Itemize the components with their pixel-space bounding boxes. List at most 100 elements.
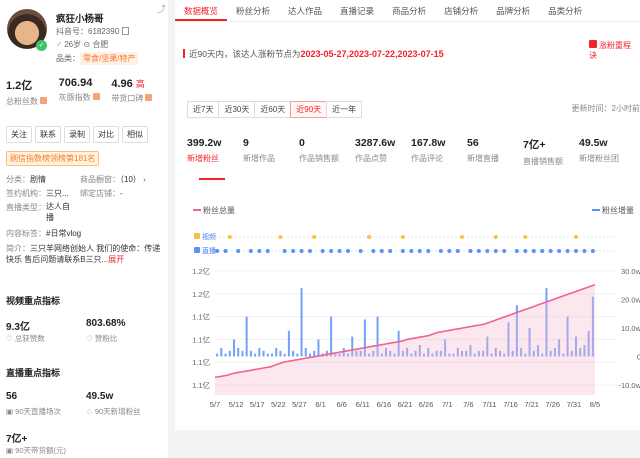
tab-brands[interactable]: 品牌分析 [496,6,531,16]
increase-bar [347,353,349,357]
kpi-active-indicator [199,178,225,180]
increase-bar [482,350,485,357]
similar-button[interactable]: 相似 [122,126,148,143]
live-marker [540,249,545,253]
x-axis-tick: 7/26 [545,400,560,409]
live-marker [468,249,473,253]
increase-bar [423,353,425,357]
like-fan-ratio-value: 803.68% [86,318,126,329]
update-time: 更新时间：2小时前 [571,104,640,113]
tab-live[interactable]: 直播记录 [340,6,375,16]
increase-bar [393,353,396,357]
live-marker [502,249,507,253]
live-marker [531,249,536,253]
location: 合肥 [92,40,109,49]
increase-bar [368,353,371,357]
increase-bar [465,350,468,357]
increase-bar [532,350,535,357]
live-marker [236,249,241,253]
increase-bar [406,347,409,357]
increase-bar [279,350,282,357]
profile-name: 疯狂小杨哥 [56,14,104,25]
live-marker [329,249,334,253]
range-90d[interactable]: 近90天 [290,101,328,118]
legend-swatch [193,209,201,211]
profile-panel: ✓ 疯狂小杨哥 ⤴ 抖音号：6182390 ♂ 26岁 ⊙ 合肥 品类： 零食/坚… [0,0,168,458]
increase-bar [461,350,463,357]
category-tag[interactable]: 零食/坚果/特产 [80,52,139,65]
row-label: 直播 [202,246,216,255]
increase-bar [410,353,413,357]
range-1y[interactable]: 近一年 [326,101,363,118]
increase-bar [469,345,472,357]
total-likes-label: ♡ 总获赞数 [6,334,45,343]
tab-products[interactable]: 商品分析 [392,6,427,16]
kpi-live-sales[interactable]: 7亿+ 直播销售额 [523,139,563,166]
left-axis-tick: 1.1亿 [192,334,210,344]
kpi-new-works[interactable]: 9 新增作品 [243,137,275,163]
tab-works[interactable]: 达人作品 [288,6,323,16]
copy-icon[interactable] [122,27,130,35]
range-7d[interactable]: 近7天 [187,101,220,118]
kpi-new-lives[interactable]: 56 新增直播 [467,137,499,163]
expand-link[interactable]: 展开 [108,255,125,264]
kpi-new-fans[interactable]: 399.2w 新增粉丝 [187,137,222,163]
increase-bar [271,353,273,357]
increase-bar [309,353,311,357]
legend-total[interactable]: 粉丝总量 [193,205,235,216]
increase-bar [444,339,447,357]
action-buttons: 关注 联系 录制 对比 相似 [6,126,148,143]
kpi-work-likes[interactable]: 3287.6w 作品点赞 [355,137,396,163]
x-axis-tick: 7/21 [524,400,539,409]
total-likes-value: 9.3亿 [6,322,30,333]
tab-bar: 数据概览 粉丝分析 达人作品 直播记录 商品分析 店铺分析 品牌分析 品类分析 [175,0,640,22]
increase-bar [245,316,248,357]
stat-label: 灰豚指数 [59,92,112,103]
tab-stores[interactable]: 店铺分析 [444,6,479,16]
x-axis-tick: 5/22 [271,400,286,409]
live-marker [574,249,578,253]
increase-bar [216,353,219,357]
range-60d[interactable]: 近60天 [254,101,292,118]
tab-overview[interactable]: 数据概览 [175,0,228,21]
live-fans-value: 49.5w [86,391,114,402]
profile-info: 分类：剧情 商品橱窗：（10） › 签约机构：三只... 绑定店铺：- 直播类型… [6,173,164,265]
row-label: 视频 [202,232,216,241]
rank-badge[interactable]: 刷信指数榜领榜第181名 [6,151,100,166]
increase-bar [558,339,561,357]
live-marker [388,249,393,253]
record-button[interactable]: 录制 [64,126,90,143]
increase-bar [448,353,451,357]
live-marker [400,249,405,253]
tab-categories[interactable]: 品类分析 [548,6,583,16]
increase-bar [490,353,493,357]
increase-bar [359,350,362,357]
gender-icon: ♂ [56,40,62,49]
stat-reputation: 4.96 高 带货口碑 [111,77,164,107]
x-axis-tick: 6/1 [315,400,325,409]
x-axis-tick: 6/11 [356,400,370,409]
x-axis-tick: 8/5 [590,400,600,409]
live-count-label: ▣ 90天直播场次 [6,407,62,416]
kpi-work-sales[interactable]: 0 作品销售额 [299,137,339,163]
increase-bar [249,350,252,357]
legend-increase[interactable]: 粉丝增量 [592,205,634,216]
range-30d[interactable]: 近30天 [218,101,256,118]
increase-bar [254,353,257,357]
info-icon [92,93,100,100]
increase-bar [473,353,476,357]
share-icon[interactable]: ⤴ [157,4,167,14]
compare-button[interactable]: 对比 [93,126,119,143]
tab-fans[interactable]: 粉丝分析 [236,6,271,16]
left-axis-tick: 1.1亿 [192,357,210,367]
increase-bar [579,347,582,357]
kpi-new-fan-club[interactable]: 49.5w 新增粉丝团 [579,137,619,163]
follow-button[interactable]: 关注 [6,126,32,143]
contact-button[interactable]: 联系 [35,126,61,143]
growth-detail-button[interactable]: 涨粉重程 诀 [589,40,631,60]
kpi-work-comments[interactable]: 167.8w 作品评论 [411,137,446,163]
increase-bar [524,353,527,357]
legend-swatch [592,209,600,211]
x-axis-tick: 6/26 [419,400,434,409]
live-marker [379,249,384,253]
